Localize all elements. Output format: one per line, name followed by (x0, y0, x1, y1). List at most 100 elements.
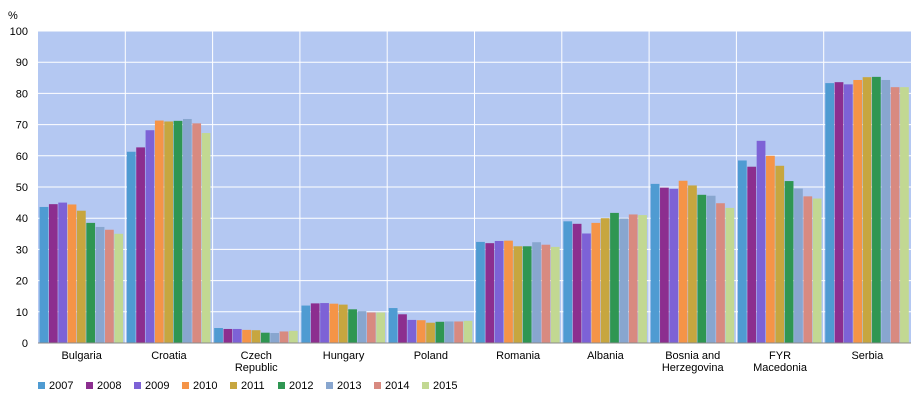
category-label: Poland (414, 350, 448, 362)
bar (435, 321, 445, 343)
bar (619, 218, 629, 343)
bar (214, 328, 223, 343)
bar (201, 133, 211, 343)
bar (376, 312, 386, 343)
bar (775, 165, 785, 343)
bar (260, 332, 270, 343)
bar (660, 187, 669, 343)
category-label: FYR (769, 350, 791, 362)
bar (416, 320, 426, 343)
category-label: Croatia (151, 350, 187, 362)
bar (725, 207, 735, 343)
y-tick-label: 100 (10, 26, 28, 38)
bar (114, 233, 124, 343)
bar (145, 130, 155, 343)
bar (251, 330, 261, 343)
y-tick-label: 10 (16, 307, 28, 319)
bar (900, 87, 909, 343)
category-label: Bosnia and (665, 350, 720, 362)
bar (105, 229, 114, 343)
bar (737, 160, 747, 343)
bars (39, 76, 909, 344)
bar (825, 83, 835, 343)
legend-label: 2013 (337, 380, 361, 392)
bar (485, 243, 495, 343)
bar (48, 204, 58, 343)
bar (688, 185, 697, 343)
y-axis-ticks: 0 10 20 30 40 50 60 70 80 90 100 (10, 26, 28, 350)
legend-label: 2007 (49, 380, 73, 392)
bar (756, 140, 766, 343)
legend-swatch (374, 382, 381, 389)
category-label: Serbia (851, 350, 884, 362)
bar (638, 215, 647, 343)
bar (541, 244, 551, 343)
bar (398, 314, 407, 343)
bar (288, 330, 298, 343)
bar (301, 305, 311, 343)
bar (388, 308, 398, 343)
legend-label: 2011 (241, 380, 265, 392)
bar (366, 312, 376, 343)
category-label: Romania (496, 350, 541, 362)
bar (426, 322, 435, 343)
y-tick-label: 50 (16, 182, 28, 194)
y-tick-label: 30 (16, 244, 28, 256)
bar (270, 333, 280, 343)
bar (173, 120, 183, 343)
legend-swatch (326, 382, 333, 389)
bar (513, 246, 523, 343)
category-label: Bulgaria (61, 350, 102, 362)
bar (872, 76, 881, 343)
category-label: Czech (241, 350, 272, 362)
bar (126, 151, 136, 343)
bar (454, 321, 463, 343)
bar (494, 240, 504, 343)
bar (136, 147, 145, 343)
bar (716, 203, 725, 343)
category-label: Albania (587, 350, 625, 362)
bar (86, 222, 96, 343)
bar (242, 329, 251, 343)
bar (532, 242, 541, 343)
legend-label: 2015 (433, 380, 457, 392)
bar (67, 204, 77, 343)
bar (812, 198, 822, 343)
bar (591, 222, 601, 343)
legend-swatch (422, 382, 429, 389)
bar (329, 303, 339, 343)
bar (678, 180, 688, 343)
bar (58, 202, 68, 343)
y-axis-unit-label: % (8, 10, 18, 22)
bar (39, 206, 49, 343)
bar (563, 221, 573, 343)
legend-swatch (38, 382, 45, 389)
category-label: Hungary (323, 350, 365, 362)
legend-swatch (134, 382, 141, 389)
y-tick-label: 20 (16, 276, 28, 288)
bar (279, 331, 289, 343)
bar (348, 309, 357, 343)
bar (164, 121, 174, 343)
bar (853, 79, 863, 343)
bar (881, 79, 891, 343)
bar (192, 123, 202, 344)
bar (182, 118, 192, 343)
y-tick-label: 80 (16, 88, 28, 100)
legend-label: 2010 (193, 380, 217, 392)
legend-label: 2012 (289, 380, 313, 392)
bar (747, 166, 757, 343)
legend-label: 2008 (97, 380, 121, 392)
bar (320, 303, 329, 343)
bar (784, 181, 794, 343)
bar (803, 196, 813, 343)
bar (669, 188, 679, 343)
bar (95, 226, 105, 343)
legend-swatch (86, 382, 93, 389)
category-label: Macedonia (753, 362, 808, 374)
y-tick-label: 40 (16, 213, 28, 225)
bar (76, 210, 86, 343)
y-tick-label: 0 (22, 338, 28, 350)
y-tick-label: 60 (16, 151, 28, 163)
